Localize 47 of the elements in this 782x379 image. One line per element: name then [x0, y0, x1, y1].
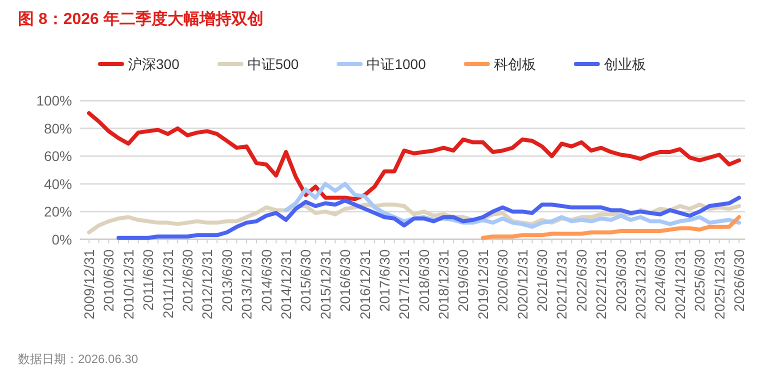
x-tick-label: 2020/6/30	[494, 249, 511, 312]
legend-label: 创业板	[604, 56, 646, 72]
legend-label: 中证1000	[366, 56, 426, 72]
text: 数据日期：2026.06.30	[18, 352, 138, 366]
x-tick-label: 2018/6/30	[416, 249, 432, 312]
x-tick-label: 2020/12/31	[514, 249, 530, 320]
x-tick-label: 2022/6/30	[573, 249, 590, 312]
x-tick-label: 2017/6/30	[376, 249, 392, 312]
x-tick-label: 2025/12/31	[711, 249, 728, 320]
x-tick-label: 2012/12/31	[199, 249, 216, 320]
y-tick-label: 0%	[52, 231, 72, 248]
x-tick-label: 2009/12/31	[81, 249, 97, 320]
x-tick-label: 2016/6/30	[337, 249, 354, 312]
x-tick-label: 2023/12/31	[632, 249, 649, 320]
y-tick-label: 80%	[44, 120, 72, 136]
x-tick-label: 2017/12/31	[396, 249, 412, 320]
x-tick-label: 2019/12/31	[474, 249, 491, 320]
y-tick-label: 40%	[44, 176, 72, 192]
x-tick-label: 2024/6/30	[652, 249, 668, 312]
x-tick-label: 2026/6/30	[731, 249, 747, 312]
x-tick-label: 2023/6/30	[612, 249, 629, 312]
x-tick-label: 2010/6/30	[100, 249, 117, 312]
x-tick-label: 2014/6/30	[258, 249, 274, 312]
legend-label: 科创板	[494, 56, 536, 72]
x-tick-label: 2013/12/31	[238, 249, 255, 320]
y-tick-label: 20%	[44, 204, 72, 220]
x-tick-label: 2018/12/31	[436, 249, 452, 320]
legend-label: 中证500	[247, 56, 299, 72]
x-tick-label: 2011/6/30	[140, 249, 156, 311]
x-tick-label: 2021/6/30	[534, 249, 550, 312]
y-tick-label: 60%	[44, 148, 72, 164]
x-tick-label: 2024/12/31	[672, 249, 688, 320]
x-tick-label: 2015/6/30	[298, 249, 314, 312]
legend-label: 沪深300	[128, 56, 180, 72]
x-tick-label: 2010/12/31	[120, 249, 136, 320]
x-tick-label: 2013/6/30	[218, 249, 235, 312]
chart-title: 图 8：2026 年二季度大幅增持双创	[18, 9, 264, 28]
x-tick-label: 2021/12/31	[554, 249, 570, 320]
x-tick-label: 2014/12/31	[278, 249, 294, 320]
x-tick-label: 2022/12/31	[593, 249, 610, 320]
x-tick-label: 2011/12/31	[160, 249, 176, 318]
x-tick-label: 2016/12/31	[356, 249, 373, 320]
x-tick-label: 2025/6/30	[692, 249, 708, 312]
y-tick-label: 100%	[36, 92, 72, 109]
x-tick-label: 2015/12/31	[317, 249, 334, 320]
x-tick-label: 2019/6/30	[455, 249, 472, 312]
x-tick-label: 2012/6/30	[179, 249, 196, 312]
